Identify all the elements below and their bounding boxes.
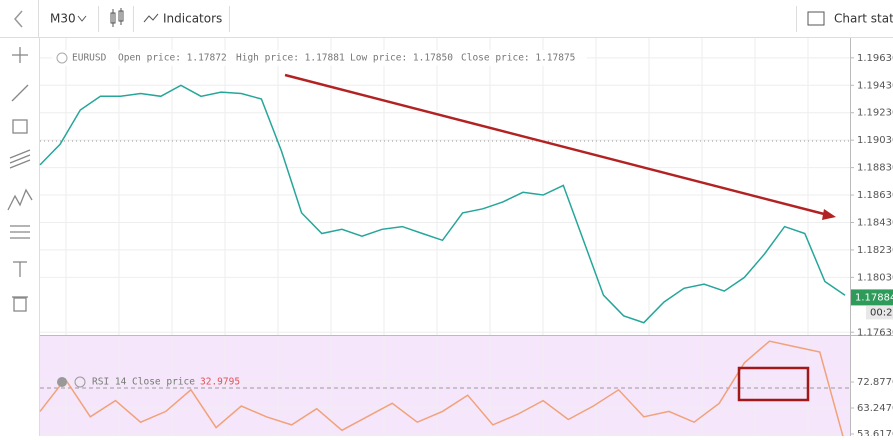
highlight-box <box>737 366 810 402</box>
chart-state-icon[interactable] <box>807 11 825 26</box>
y-tick-label: 1.19430 <box>857 80 893 91</box>
indicators-icon[interactable] <box>143 13 159 23</box>
y-tick-label: 1.19030 <box>857 135 893 146</box>
text-tool[interactable] <box>13 261 27 277</box>
y-tick-label: 1.18030 <box>857 272 893 283</box>
y-tick-label: 1.18830 <box>857 163 893 174</box>
plot <box>39 84 846 440</box>
y-tick-label: 1.19230 <box>857 108 893 119</box>
legend-high: High price: 1.17881 <box>236 53 345 64</box>
y-tick-label: 1.18430 <box>857 217 893 228</box>
trend-arrow <box>284 73 829 217</box>
legend-close: Close price: 1.17875 <box>461 53 575 64</box>
delete-tool[interactable] <box>12 296 28 312</box>
trend-arrow-head <box>822 209 836 220</box>
indicators-button[interactable]: Indicators <box>163 12 222 26</box>
countdown-label: 00:2 <box>870 307 892 318</box>
channel-tool[interactable] <box>9 149 31 169</box>
y-tick-label: 1.19630 <box>857 53 893 64</box>
chart-type-button[interactable] <box>110 8 124 27</box>
shape-tool[interactable] <box>12 119 28 134</box>
legend-bg <box>52 50 587 66</box>
crosshair-tool[interactable] <box>12 47 28 63</box>
y-tick-label: 72.8770 <box>857 377 893 388</box>
legend-symbol: EURUSD <box>72 53 107 64</box>
legend-low: Low price: 1.17850 <box>350 53 453 64</box>
rsi-label: RSI 14 Close price <box>92 377 195 388</box>
y-tick-label: 63.2470 <box>857 403 893 414</box>
last-price-label: 1.17884 <box>855 292 893 303</box>
line-tool[interactable] <box>11 84 29 102</box>
y-tick-label: 53.6170 <box>857 429 893 436</box>
close-indicator[interactable] <box>57 377 67 387</box>
indicator-settings[interactable] <box>74 376 86 388</box>
chart-state-button[interactable]: Chart state <box>834 12 893 26</box>
y-tick-label: 1.18230 <box>857 245 893 256</box>
legend-open: Open price: 1.17872 <box>118 53 227 64</box>
interval-button[interactable]: M30 <box>50 12 76 26</box>
pattern-tool[interactable] <box>7 188 33 211</box>
countdown-box <box>866 305 893 320</box>
interval-arrow[interactable] <box>77 15 87 22</box>
settings-icon[interactable] <box>56 52 68 64</box>
rsi-value: 32.9795 <box>200 377 240 388</box>
last-price-box <box>851 289 893 306</box>
y-tick-label: 1.18630 <box>857 190 893 201</box>
drawing-tools <box>7 47 33 312</box>
series-line <box>39 84 846 324</box>
grid <box>40 38 850 436</box>
rsi-band <box>40 335 850 436</box>
series-line <box>39 340 845 440</box>
fib-tool[interactable] <box>10 225 30 239</box>
y-tick-label: 1.17630 <box>857 327 893 338</box>
back-button[interactable] <box>14 10 23 28</box>
